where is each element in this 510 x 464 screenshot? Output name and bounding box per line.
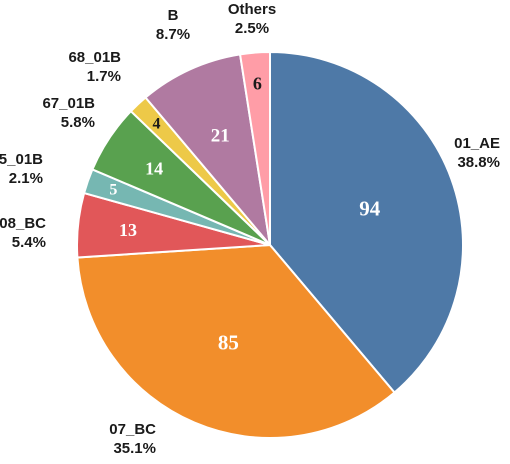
pie-slice-07-bc — [76, 243, 396, 439]
slice-percent-label: 35.1% — [113, 440, 156, 457]
slice-category-name: 68_01B — [68, 49, 121, 66]
slice-percent-label: 2.1% — [9, 170, 43, 187]
slice-percent-label: 5.8% — [61, 114, 95, 131]
slice-label-55-01b: 55_01B 2.1% — [0, 151, 43, 187]
slice-label-07-bc: 07_BC 35.1% — [109, 421, 156, 457]
slice-category-name: B — [168, 7, 179, 24]
slice-value-label-01-ae: 94 — [359, 197, 381, 221]
slice-category-name: 01_AE — [454, 135, 500, 152]
slice-label-68-01b: 68_01B 1.7% — [68, 49, 121, 85]
slice-value-label-b: 21 — [211, 126, 230, 147]
slice-value-label-others: 6 — [253, 73, 262, 93]
slice-label-b: B 8.7% — [156, 7, 190, 43]
slice-value-label-67-01b: 14 — [145, 158, 163, 178]
slice-percent-label: 5.4% — [12, 234, 46, 251]
pie-slice-b — [144, 53, 272, 249]
slice-category-name: 55_01B — [0, 151, 43, 168]
slice-label-67-01b: 67_01B 5.8% — [42, 95, 95, 131]
slice-label-others: Others 2.5% — [228, 1, 276, 37]
pie-slice-others — [238, 50, 271, 246]
slice-category-name: 67_01B — [42, 95, 95, 112]
slice-label-01-ae: 01_AE 38.8% — [454, 135, 500, 171]
slice-percent-label: 2.5% — [235, 20, 269, 37]
pie-slice-01-ae — [269, 50, 464, 394]
slice-category-name: 07_BC — [109, 421, 156, 438]
slice-value-label-55-01b: 5 — [109, 182, 117, 199]
slice-value-label-08-bc: 13 — [119, 220, 137, 240]
slice-percent-label: 8.7% — [156, 26, 190, 43]
slice-percent-label: 38.8% — [457, 154, 500, 171]
slice-value-label-07-bc: 85 — [218, 331, 239, 355]
slice-label-08-bc: 08_BC 5.4% — [0, 215, 46, 251]
slice-value-label-68-01b: 4 — [153, 115, 161, 132]
slice-percent-label: 1.7% — [87, 68, 121, 85]
slice-category-name: 08_BC — [0, 215, 46, 232]
slice-category-name: Others — [228, 1, 276, 18]
